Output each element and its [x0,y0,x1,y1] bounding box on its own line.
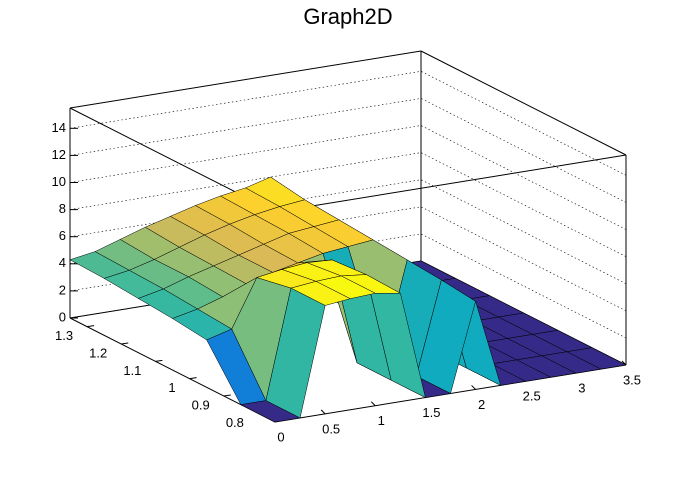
grid-line [69,179,627,284]
y-tick [155,359,163,362]
grid-line [69,206,627,312]
x-tick-label: 1 [378,413,385,428]
x-tick-label: 2.5 [523,389,541,404]
y-tick-label: 1 [168,380,175,395]
x-tick-label: 2 [478,397,485,412]
z-tick-label: 8 [59,201,66,216]
z-tick-label: 10 [52,174,66,189]
chart-title: Graph2D [303,4,392,29]
box-edge [420,50,627,156]
y-tick [87,325,95,328]
z-tick-label: 2 [59,282,66,297]
z-tick-label: 0 [59,309,66,324]
z-tick-label: 6 [59,228,66,243]
y-tick [189,377,197,380]
x-tick-label: 1.5 [422,405,440,420]
x-tick [370,401,376,407]
grid-line [69,71,627,176]
y-tick-label: 0.9 [192,397,210,412]
box-edge [274,154,627,213]
grid-line [69,98,627,203]
x-tick [621,360,627,366]
y-tick [121,342,129,345]
z-tick-label: 12 [52,147,66,162]
grid-line [69,125,627,230]
surface-cell [240,400,301,423]
x-tick [471,385,476,390]
x-tick-label: 3 [578,381,585,396]
grid-line [69,152,627,257]
box-edge [69,50,422,109]
y-tick-label: 1.3 [55,328,73,343]
x-tick-label: 3.5 [623,372,641,387]
y-tick-label: 0.8 [226,415,244,430]
y-tick [223,394,231,397]
x-tick-label: 0 [277,429,284,444]
y-tick-label: 1.1 [123,363,141,378]
z-tick-label: 4 [59,255,66,270]
y-tick-label: 1.2 [89,345,107,360]
z-tick-label: 14 [52,120,66,135]
grid-line [69,233,627,339]
x-tick [320,409,326,415]
x-tick-label: 0.5 [322,421,340,436]
